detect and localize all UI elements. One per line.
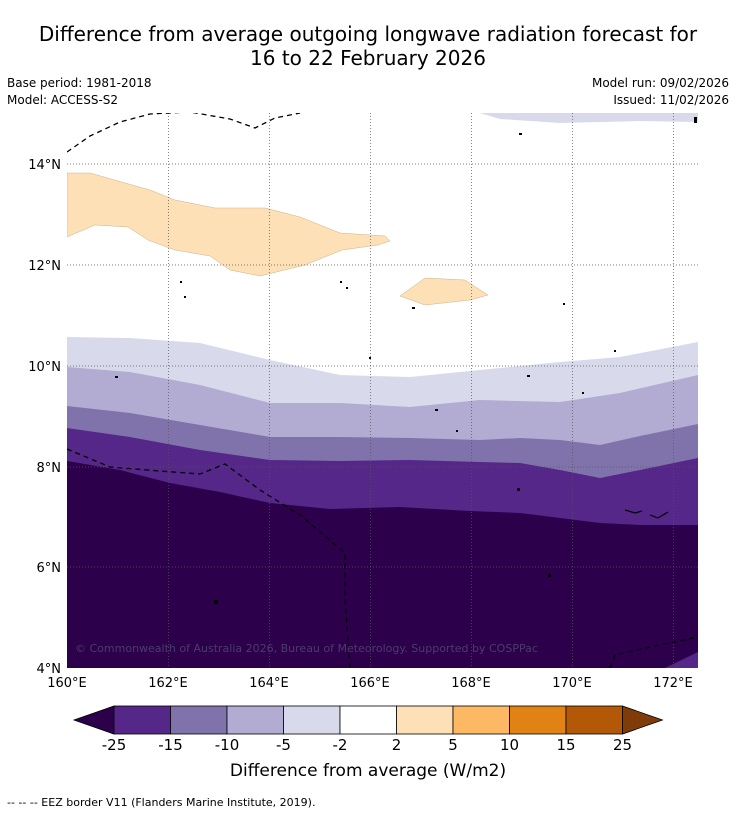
island (412, 307, 415, 309)
colorbar-tick-label: 5 (448, 736, 458, 754)
colorbar-segment (170, 705, 228, 735)
island (180, 281, 182, 283)
island (563, 303, 565, 305)
atoll (624, 509, 643, 514)
island (582, 392, 584, 394)
x-tick-162e: 162°E (148, 676, 188, 691)
colorbar-extend-high (622, 705, 664, 735)
colorbar-tick-label: -10 (214, 736, 240, 754)
eez-border-north (67, 113, 301, 153)
band-below-minus25 (67, 461, 698, 668)
title-line-1: Difference from average outgoing longwav… (38, 22, 698, 46)
issued-text: Issued: 11/02/2026 (613, 93, 729, 107)
y-tick-10n: 10°N (28, 360, 61, 375)
copyright-text: © Commonwealth of Australia 2026, Bureau… (75, 642, 538, 655)
atoll (649, 511, 669, 519)
y-tick-6n: 6°N (37, 561, 62, 576)
colorbar-tick-label: 10 (499, 736, 520, 754)
meta-left: Base period: 1981-2018 Model: ACCESS-S2 (7, 75, 152, 109)
island (369, 357, 371, 359)
colorbar-tick-label: -2 (332, 736, 348, 754)
positive-anomaly-patch-west (67, 172, 391, 277)
island (184, 296, 186, 298)
map-title: Difference from average outgoing longwav… (0, 22, 736, 70)
meta-right: Model run: 09/02/2026 Issued: 11/02/2026 (592, 75, 729, 109)
colorbar-segment (226, 705, 284, 735)
colorbar-tick-label: -25 (101, 736, 127, 754)
island (456, 430, 458, 432)
colorbar-title: Difference from average (W/m2) (229, 761, 507, 781)
island (519, 133, 522, 135)
island (115, 376, 118, 378)
x-tick-166e: 166°E (350, 676, 390, 691)
colorbar-segment (452, 705, 510, 735)
colorbar-segment (396, 705, 454, 735)
island (340, 281, 342, 283)
band-below-minus25-patch (665, 652, 698, 668)
x-tick-164e: 164°E (249, 676, 289, 691)
island (527, 375, 530, 377)
colorbar-extend-low (72, 705, 115, 735)
island (214, 600, 218, 604)
colorbar-tick-label: 15 (556, 736, 576, 754)
colorbar-tick-label: -5 (276, 736, 291, 754)
island (517, 488, 520, 491)
island (435, 409, 438, 411)
model-text: Model: ACCESS-S2 (7, 93, 119, 107)
colorbar-tick-label: -15 (158, 736, 183, 754)
y-tick-14n: 14°N (28, 158, 61, 173)
x-tick-172e: 172°E (653, 676, 693, 691)
band-minus5-to-minus2-north (480, 113, 698, 123)
map-plot-area: © Commonwealth of Australia 2026, Bureau… (67, 113, 698, 668)
y-tick-12n: 12°N (28, 259, 61, 274)
title-line-2: 16 to 22 February 2026 (250, 46, 486, 70)
base-period-text: Base period: 1981-2018 (7, 76, 152, 90)
x-tick-160e: 160°E (47, 676, 87, 691)
colorbar-tick-label: 2 (391, 736, 402, 754)
colorbar (72, 705, 664, 735)
x-tick-170e: 170°E (552, 676, 592, 691)
eez-legend-note: -- -- -- EEZ border V11 (Flanders Marine… (7, 796, 316, 809)
island (614, 350, 616, 352)
island (548, 574, 551, 577)
y-tick-8n: 8°N (37, 461, 62, 476)
positive-anomaly-patch-east (399, 277, 489, 306)
colorbar-segment (113, 705, 171, 735)
eez-borders (67, 113, 698, 668)
graticule (67, 113, 698, 668)
eez-border-south (67, 448, 351, 668)
eez-border-southeast (609, 636, 698, 668)
colorbar-tick-label: 25 (612, 736, 633, 754)
atoll-outlines (624, 509, 669, 519)
y-tick-4n: 4°N (37, 662, 62, 677)
colorbar-segment (283, 705, 341, 735)
colorbar-segment (565, 705, 623, 735)
colorbar-segment (339, 705, 397, 735)
axis-labels: 160°E 162°E 164°E 166°E 168°E 170°E 172°… (28, 158, 693, 691)
model-run-text: Model run: 09/02/2026 (591, 76, 729, 90)
colorbar-segment (509, 705, 567, 735)
island (346, 287, 348, 289)
x-tick-168e: 168°E (451, 676, 491, 691)
islands (115, 117, 697, 604)
island (694, 117, 697, 123)
